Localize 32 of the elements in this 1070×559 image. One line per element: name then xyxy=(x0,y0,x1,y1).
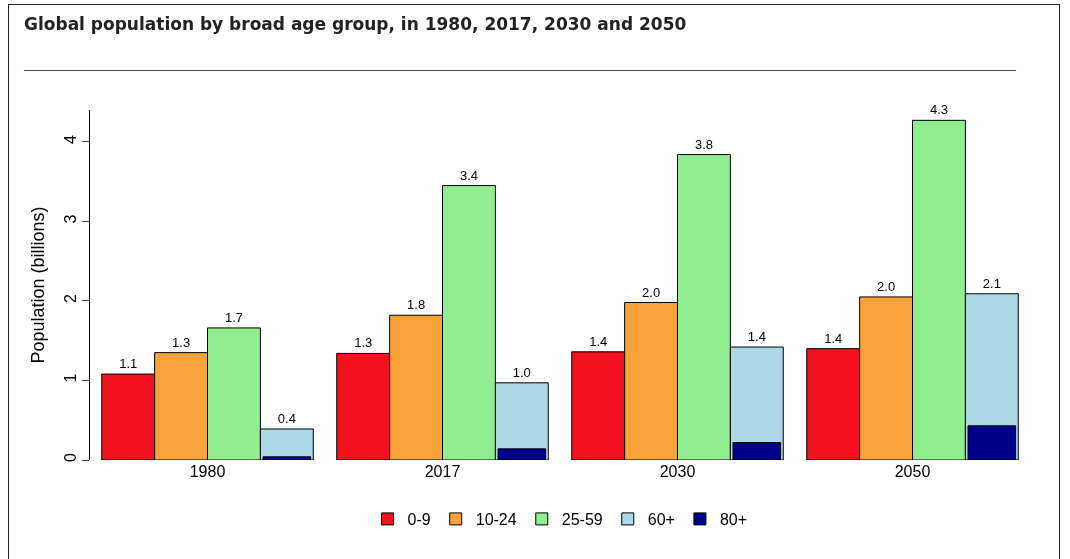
x-tick-label: 2030 xyxy=(659,463,696,480)
data-label: 1.8 xyxy=(407,297,426,313)
y-tick-label: 3 xyxy=(61,214,79,224)
y-axis-title: Population (billions) xyxy=(28,206,48,364)
data-label: 1.3 xyxy=(172,334,191,350)
data-label: 1.4 xyxy=(747,329,766,345)
y-tick-label: 2 xyxy=(61,293,79,303)
x-tick-label: 1980 xyxy=(189,463,226,480)
legend-label: 25-59 xyxy=(561,511,603,529)
data-label: 0.4 xyxy=(277,410,296,426)
data-label: 2.0 xyxy=(877,278,896,294)
data-label: 1.0 xyxy=(512,364,531,380)
x-tick-label: 2017 xyxy=(424,463,461,480)
chart-title: Global population by broad age group, in 1980, 2017, 2030 and 2050 xyxy=(24,14,687,34)
legend-label: 0-9 xyxy=(407,511,431,529)
y-tick-label: 0 xyxy=(61,453,79,463)
data-label: 3.8 xyxy=(694,136,713,152)
data-label: 1.3 xyxy=(354,335,373,351)
data-label: 4.3 xyxy=(929,102,948,118)
data-label: 1.1 xyxy=(119,356,138,372)
legend-label: 60+ xyxy=(647,511,675,529)
data-label: 1.4 xyxy=(824,330,843,346)
data-label: 1.7 xyxy=(224,309,243,325)
y-tick-label: 4 xyxy=(61,134,79,144)
legend-label: 10-24 xyxy=(475,511,517,529)
x-tick-label: 2050 xyxy=(894,463,931,480)
data-label: 2.1 xyxy=(982,275,1001,291)
data-label: 1.4 xyxy=(589,333,608,349)
data-label: 3.4 xyxy=(459,167,478,183)
data-label: 2.0 xyxy=(642,284,661,300)
legend-label: 80+ xyxy=(719,511,748,529)
y-tick-label: 1 xyxy=(61,373,79,383)
